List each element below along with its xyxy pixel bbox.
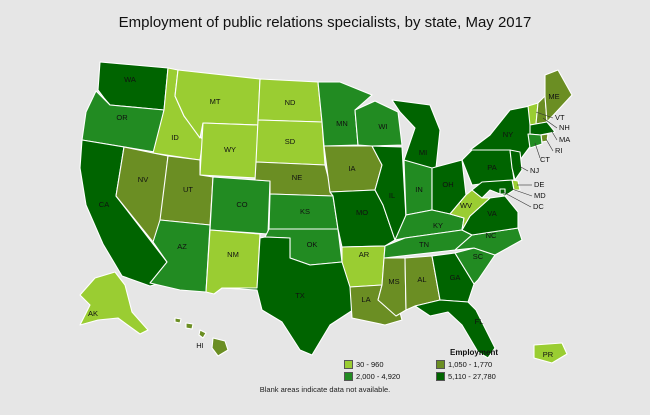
legend-swatch (344, 372, 353, 381)
legend-item: 30 - 960 (344, 360, 436, 369)
legend-item: 2,000 - 4,920 (344, 372, 436, 381)
state-label-la: LA (361, 295, 370, 304)
state-nj (509, 149, 523, 181)
map-footnote: Blank areas indicate data not available. (259, 385, 391, 394)
state-label-nh: NH (559, 123, 570, 132)
state-label-hi: HI (196, 341, 204, 350)
state-label-de: DE (534, 180, 544, 189)
legend-swatch (436, 372, 445, 381)
state-label-mn: MN (336, 119, 348, 128)
state-label-pr: PR (543, 350, 554, 359)
state-label-tx: TX (295, 291, 305, 300)
state-label-wy: WY (224, 145, 236, 154)
legend-item-label: 2,000 - 4,920 (356, 372, 401, 381)
state-label-ne: NE (292, 173, 302, 182)
state-label-dc: DC (533, 202, 544, 211)
state-label-vt: VT (555, 113, 565, 122)
state-label-wi: WI (378, 122, 387, 131)
legend-item: 5,110 - 27,780 (436, 372, 546, 381)
state-label-al: AL (417, 275, 426, 284)
state-label-az: AZ (177, 242, 187, 251)
state-label-mi: MI (419, 148, 427, 157)
state-il (371, 145, 407, 241)
state-label-ct: CT (540, 155, 550, 164)
state-fl (414, 299, 496, 359)
state-label-nm: NM (227, 250, 239, 259)
state-label-sd: SD (285, 137, 296, 146)
state-label-va: VA (487, 209, 496, 218)
legend-swatch (344, 360, 353, 369)
state-label-ar: AR (359, 250, 370, 259)
state-label-md: MD (534, 191, 546, 200)
legend-item-label: 5,110 - 27,780 (448, 372, 496, 381)
state-label-ga: GA (450, 273, 461, 282)
legend-swatch (436, 360, 445, 369)
state-label-ia: IA (348, 164, 355, 173)
state-label-ma: MA (559, 135, 570, 144)
state-label-nc: NC (486, 231, 497, 240)
legend-title: Employment (449, 348, 498, 357)
state-label-ks: KS (300, 207, 310, 216)
state-label-tn: TN (419, 240, 429, 249)
state-label-nv: NV (138, 175, 148, 184)
map-legend: Employment 30 - 960 1,050 - 1,770 2,000 … (344, 348, 584, 381)
state-label-pa: PA (487, 163, 496, 172)
state-wi (354, 100, 403, 147)
state-label-ky: KY (433, 221, 443, 230)
state-label-ak: AK (88, 309, 98, 318)
state-pr (533, 342, 568, 364)
state-label-oh: OH (442, 180, 453, 189)
state-label-in: IN (415, 185, 423, 194)
state-label-ri: RI (555, 146, 563, 155)
legend-item-label: 30 - 960 (356, 360, 384, 369)
state-label-wa: WA (124, 75, 136, 84)
state-label-ca: CA (99, 200, 109, 209)
state-hi (174, 317, 229, 357)
state-nm (205, 229, 261, 295)
state-ct (527, 133, 543, 149)
legend-item-label: 1,050 - 1,770 (448, 360, 493, 369)
state-label-ny: NY (503, 130, 513, 139)
state-tx (221, 236, 357, 356)
state-ak (79, 271, 149, 335)
state-label-mo: MO (356, 208, 368, 217)
state-label-ut: UT (183, 185, 193, 194)
state-label-nd: ND (285, 98, 296, 107)
state-label-wv: WV (460, 201, 472, 210)
state-wv (449, 189, 491, 231)
state-label-ok: OK (307, 240, 318, 249)
legend-item: 1,050 - 1,770 (436, 360, 546, 369)
state-label-or: OR (116, 113, 128, 122)
state-ma (529, 121, 556, 136)
map-title: Employment of public relations specialis… (118, 14, 532, 31)
state-label-co: CO (236, 200, 247, 209)
state-dc (499, 188, 506, 195)
state-label-il: IL (389, 191, 395, 200)
state-label-me: ME (548, 92, 559, 101)
state-label-ms: MS (388, 277, 399, 286)
state-label-fl: FL (475, 317, 484, 326)
state-label-id: ID (171, 133, 179, 142)
state-label-mt: MT (210, 97, 221, 106)
state-label-sc: SC (473, 252, 484, 261)
state-ga (431, 252, 475, 303)
state-label-nj: NJ (530, 166, 539, 175)
